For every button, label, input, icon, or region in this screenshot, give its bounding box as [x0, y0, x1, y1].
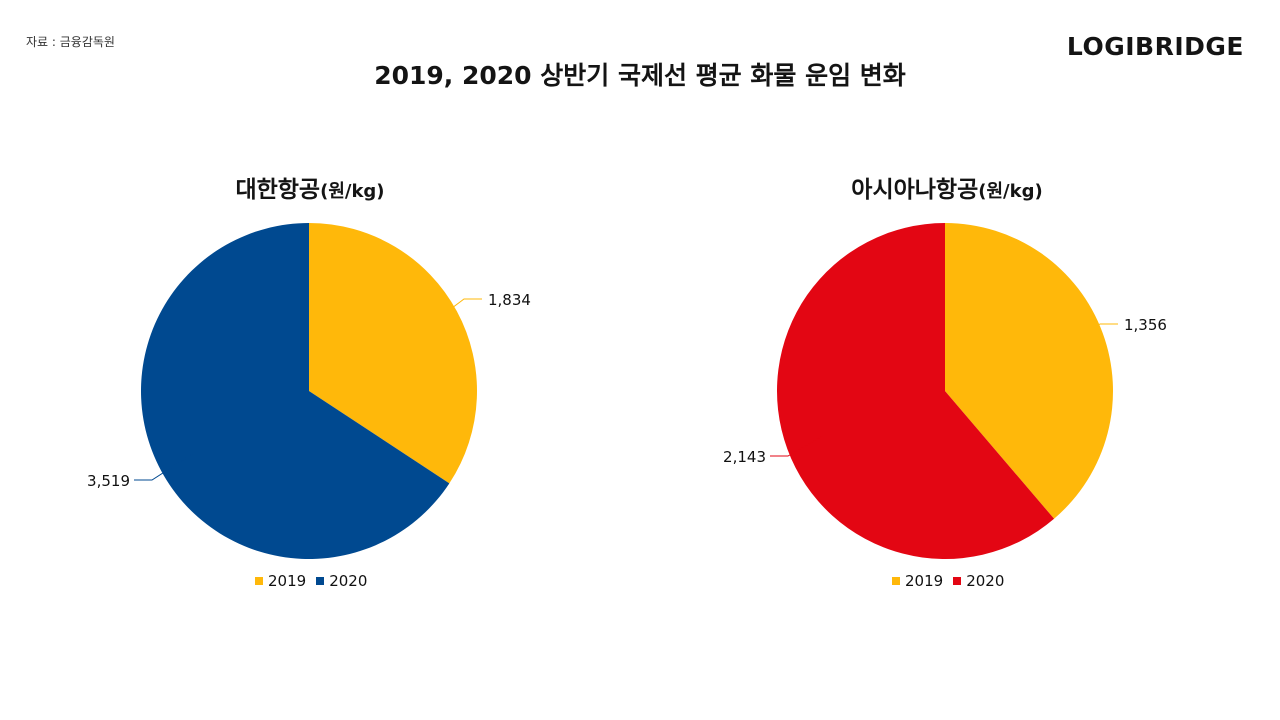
legend-item-2020: 2020: [316, 572, 367, 590]
legend-item-2019: 2019: [255, 572, 306, 590]
pie-slice-2020: [776, 223, 1055, 560]
chart-unit: (원/kg): [978, 181, 1043, 202]
leader-line: [1067, 323, 1118, 347]
data-label: 2,143: [723, 448, 766, 466]
data-label: 1,356: [1124, 316, 1167, 334]
legend-label: 2020: [966, 572, 1005, 590]
pie-slice-2020: [141, 223, 450, 560]
legend-asiana: 2019 2020: [892, 572, 1004, 590]
legend-swatch-2020: [316, 577, 325, 585]
legend-item-2020: 2020: [953, 572, 1004, 590]
brand-logo: LOGIBRIDGE: [1066, 32, 1244, 61]
legend-label: 2019: [905, 572, 944, 590]
data-label: 1,834: [488, 291, 531, 309]
chart-title-korean-air: 대한항공(원/kg): [110, 170, 510, 204]
page-title: 2019, 2020 상반기 국제선 평균 화물 운임 변화: [374, 61, 906, 90]
legend-swatch-2019: [255, 577, 263, 585]
legend-swatch-2020: [953, 577, 962, 585]
leader-line: [770, 435, 823, 457]
chart-title-text: 아시아나항공: [851, 177, 979, 203]
data-label: 3,519: [87, 472, 130, 490]
chart-unit: (원/kg): [320, 181, 385, 202]
leader-line: [134, 452, 194, 481]
legend-item-2019: 2019: [892, 572, 943, 590]
pie-slice-2019: [309, 223, 477, 484]
legend-label: 2020: [329, 572, 368, 590]
chart-title-asiana: 아시아나항공(원/kg): [747, 170, 1147, 204]
source-note: 자료 : 금융감독원: [26, 35, 115, 49]
legend-korean-air: 2019 2020: [255, 572, 367, 590]
pie-slice-2019: [945, 223, 1113, 519]
legend-label: 2019: [268, 572, 307, 590]
chart-title-text: 대한항공: [235, 177, 321, 203]
leader-line: [424, 298, 482, 330]
legend-swatch-2019: [892, 577, 900, 585]
